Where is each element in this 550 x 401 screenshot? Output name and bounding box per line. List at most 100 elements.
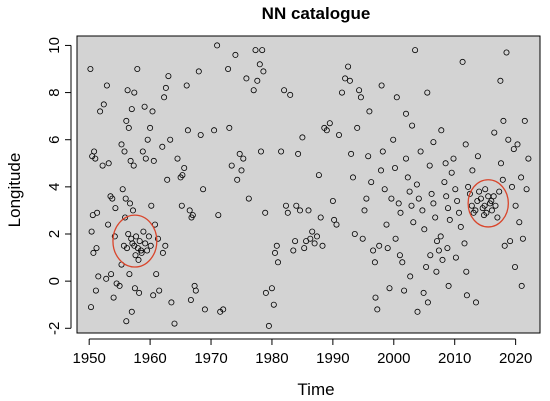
data-point: [349, 174, 356, 181]
data-point: [423, 263, 430, 270]
data-point: [256, 61, 263, 68]
data-point: [134, 66, 141, 73]
data-point: [348, 150, 355, 157]
data-point: [402, 110, 409, 117]
data-point: [427, 252, 434, 259]
data-point: [124, 87, 131, 94]
data-point: [128, 106, 135, 113]
data-point: [351, 230, 358, 237]
data-point: [442, 160, 449, 167]
data-point: [518, 174, 525, 181]
data-point: [179, 172, 186, 179]
data-point: [521, 117, 528, 124]
data-point: [390, 136, 397, 143]
data-point: [100, 101, 107, 108]
data-point: [444, 245, 451, 252]
data-point: [189, 212, 196, 219]
data-point: [103, 82, 110, 89]
data-point: [494, 214, 501, 221]
data-point: [110, 294, 117, 301]
data-point: [103, 275, 110, 282]
data-point: [149, 108, 156, 115]
data-point: [523, 186, 530, 193]
data-point: [105, 221, 112, 228]
data-point: [424, 299, 431, 306]
data-point: [424, 89, 431, 96]
data-point: [508, 183, 515, 190]
highlight-circles: [112, 179, 509, 268]
data-point: [507, 238, 514, 245]
data-point: [388, 195, 395, 202]
data-point: [147, 242, 154, 249]
data-point: [92, 287, 99, 294]
data-point: [186, 207, 193, 214]
data-point: [497, 77, 504, 84]
data-point: [319, 242, 326, 249]
data-point: [404, 174, 411, 181]
data-point: [323, 127, 330, 134]
data-point: [183, 82, 190, 89]
data-point: [525, 155, 532, 162]
data-point: [374, 306, 381, 313]
data-point: [232, 51, 239, 58]
data-point: [197, 131, 204, 138]
data-point: [365, 153, 372, 160]
data-point: [133, 233, 140, 240]
data-point: [415, 195, 422, 202]
data-point: [469, 167, 476, 174]
data-point: [452, 254, 459, 261]
data-point: [135, 256, 142, 263]
data-point: [211, 127, 218, 134]
data-point: [326, 120, 333, 127]
data-point: [240, 155, 247, 162]
data-point: [88, 304, 95, 311]
data-point: [345, 63, 352, 70]
data-point: [383, 221, 390, 228]
data-point: [512, 263, 519, 270]
data-point: [439, 256, 446, 263]
data-point: [299, 134, 306, 141]
data-point: [125, 230, 132, 237]
x-tick-label: 1970: [194, 350, 227, 367]
data-point: [501, 242, 508, 249]
data-point: [257, 148, 264, 155]
data-point: [376, 242, 383, 249]
data-point: [361, 207, 368, 214]
data-point: [396, 252, 403, 259]
data-point: [120, 242, 127, 249]
data-point: [454, 197, 461, 204]
data-point: [499, 176, 506, 183]
data-point: [472, 207, 479, 214]
data-point: [500, 117, 507, 124]
data-point: [271, 249, 278, 256]
data-point: [259, 47, 266, 54]
data-point: [417, 148, 424, 155]
x-tick-label: 2000: [377, 350, 410, 367]
x-tick-label: 1950: [72, 350, 105, 367]
data-point: [392, 235, 399, 242]
data-point: [368, 179, 375, 186]
data-point: [492, 202, 499, 209]
plot-area: [77, 36, 540, 333]
data-point: [468, 202, 475, 209]
chart-title: NN catalogue: [262, 4, 371, 23]
data-point: [342, 75, 349, 82]
data-point: [329, 197, 336, 204]
data-point: [441, 179, 448, 186]
data-point: [357, 94, 364, 101]
data-point: [94, 209, 101, 216]
y-tick-label: 8: [46, 88, 63, 96]
data-point: [281, 87, 288, 94]
data-point: [421, 226, 428, 233]
data-point: [156, 287, 163, 294]
data-point: [127, 157, 134, 164]
data-point: [379, 148, 386, 155]
data-point: [465, 183, 472, 190]
data-point: [118, 141, 125, 148]
data-point: [293, 202, 300, 209]
data-point: [359, 235, 366, 242]
data-point: [129, 207, 136, 214]
y-axis: -2 0 2 4 6 8 10: [46, 37, 72, 335]
data-point: [87, 66, 94, 73]
data-point: [90, 249, 97, 256]
